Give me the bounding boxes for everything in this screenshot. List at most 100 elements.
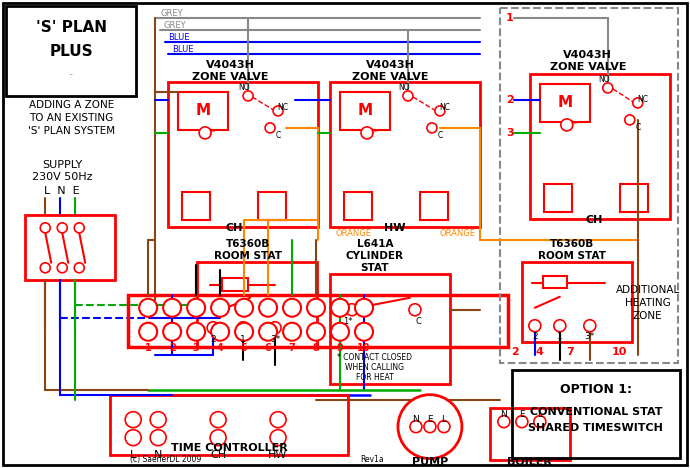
Circle shape [125,412,141,428]
Circle shape [270,430,286,446]
Text: V4043H: V4043H [206,60,255,70]
Text: NO: NO [598,75,609,84]
Text: HEATING: HEATING [625,298,671,308]
Text: 2: 2 [506,95,513,105]
Bar [128,295,508,347]
Bar [530,74,670,219]
Text: L  N  E: L N E [44,186,80,196]
Text: SHARED TIMESWITCH: SHARED TIMESWITCH [529,423,663,432]
Text: GREY: GREY [163,22,186,30]
Text: C: C [635,124,640,132]
Circle shape [584,320,595,332]
Text: ZONE VALVE: ZONE VALVE [352,72,428,82]
Text: ADDING A ZONE: ADDING A ZONE [28,100,114,110]
Circle shape [561,119,573,131]
Bar [258,192,286,220]
Circle shape [57,263,67,273]
Text: HW: HW [384,223,406,233]
Text: 8: 8 [313,343,319,353]
Circle shape [355,323,373,341]
Text: OPTION 1:: OPTION 1: [560,383,632,396]
Text: WHEN CALLING: WHEN CALLING [346,363,404,372]
Text: ZONE VALVE: ZONE VALVE [192,72,268,82]
Text: |>: |> [208,128,216,135]
Circle shape [331,323,349,341]
Text: STAT: STAT [361,263,389,273]
Circle shape [270,412,286,428]
Text: NC: NC [277,103,288,112]
Bar [344,192,372,220]
Text: 2: 2 [532,332,538,341]
Circle shape [57,223,67,233]
Text: V4043H: V4043H [563,50,612,60]
Text: BLUE: BLUE [172,45,194,54]
Circle shape [346,304,358,316]
Text: FOR HEAT: FOR HEAT [356,373,394,382]
Circle shape [269,322,281,334]
Circle shape [361,127,373,139]
Text: 3: 3 [193,343,199,353]
Text: |>: |> [370,128,378,135]
Text: M: M [357,103,373,118]
Circle shape [435,106,445,116]
Text: 10: 10 [357,343,371,353]
Text: 3*: 3* [270,335,280,344]
Bar [420,192,448,220]
Text: ZONE: ZONE [633,311,662,321]
Text: E: E [427,415,433,424]
Circle shape [75,263,84,273]
Text: 9: 9 [337,343,344,353]
Text: 4: 4 [217,343,224,353]
Text: 10: 10 [612,347,627,357]
Text: 3*: 3* [584,332,595,341]
Text: L: L [130,450,137,460]
Circle shape [331,299,349,317]
Circle shape [498,416,510,428]
Text: N: N [154,450,162,460]
Text: * CONTACT CLOSED: * CONTACT CLOSED [337,353,413,362]
Bar [182,192,210,220]
Text: E: E [519,410,524,419]
Text: GREY: GREY [160,9,183,19]
Text: 6: 6 [265,343,271,353]
Text: 3: 3 [506,128,513,138]
Text: 1: 1 [557,332,563,341]
Circle shape [235,299,253,317]
Circle shape [403,91,413,101]
Text: NC: NC [638,95,649,104]
Text: PLUS: PLUS [50,44,93,59]
Text: 'S' PLAN: 'S' PLAN [36,21,107,36]
Circle shape [259,299,277,317]
Circle shape [139,323,157,341]
Circle shape [529,320,541,332]
Text: PLUS: PLUS [70,74,73,75]
Circle shape [211,299,229,317]
Bar [512,370,680,458]
Text: 230V 50Hz: 230V 50Hz [32,172,92,182]
Bar [330,274,450,384]
Circle shape [355,299,373,317]
Bar [500,8,678,363]
Bar [543,276,566,288]
Bar [620,184,648,212]
Bar [330,82,480,227]
Text: M: M [195,103,210,118]
Circle shape [75,223,84,233]
Circle shape [283,299,301,317]
Circle shape [40,263,50,273]
Circle shape [211,323,229,341]
Circle shape [187,299,205,317]
Bar [110,395,348,454]
Bar [197,262,317,347]
Text: ORANGE: ORANGE [335,229,371,238]
Text: V4043H: V4043H [366,60,415,70]
Text: TIME CONTROLLER: TIME CONTROLLER [170,443,288,453]
Circle shape [139,299,157,317]
Bar [26,215,115,280]
Circle shape [163,299,181,317]
Text: C: C [415,317,421,326]
Circle shape [210,430,226,446]
Text: 4: 4 [536,347,544,357]
Text: CH: CH [226,223,243,233]
Bar [540,84,590,122]
